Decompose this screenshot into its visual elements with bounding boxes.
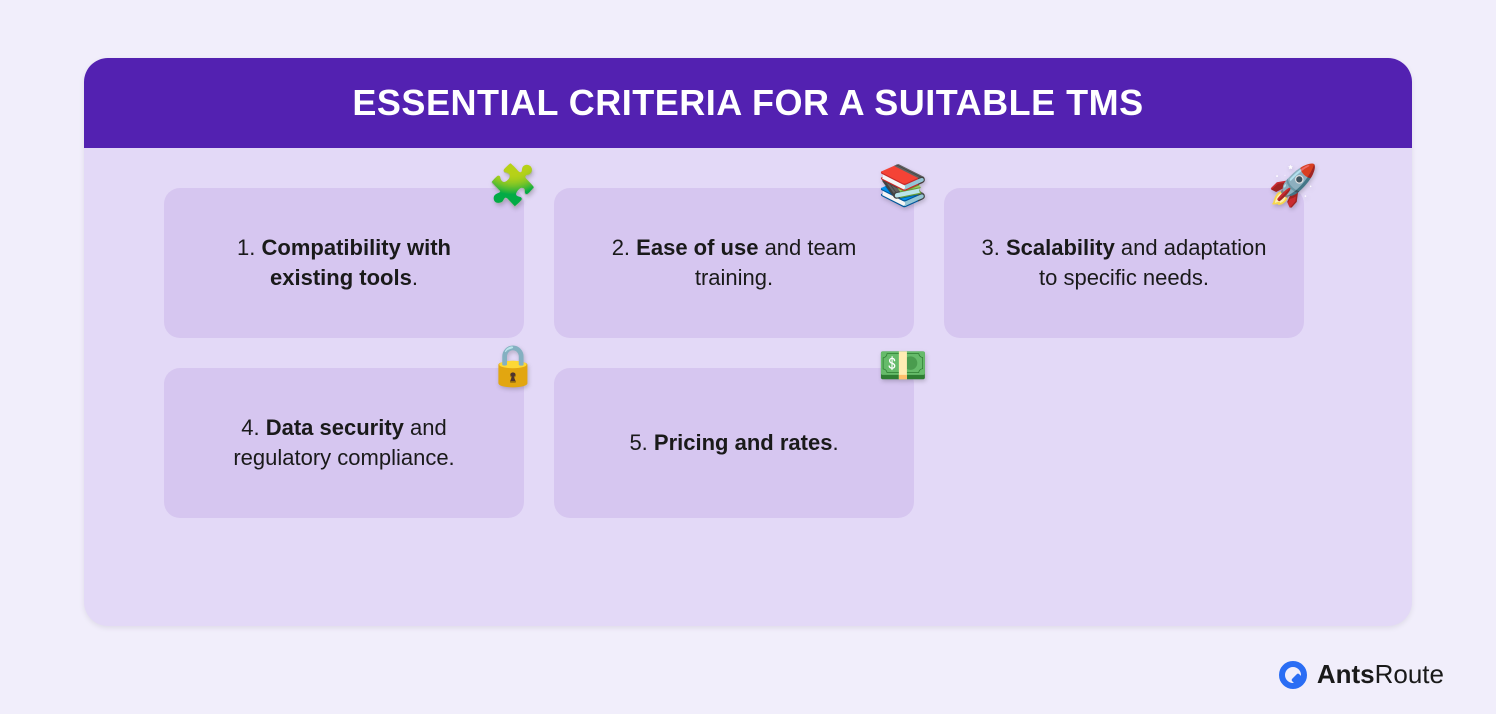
card-pricing: 💵 5. Pricing and rates.	[554, 368, 914, 518]
card-ease-of-use: 📚 2. Ease of use and team training.	[554, 188, 914, 338]
cards-container: 🧩 1. Compatibility with existing tools. …	[84, 148, 1412, 558]
antsroute-logo: AntsRoute	[1279, 659, 1444, 690]
card-compatibility: 🧩 1. Compatibility with existing tools.	[164, 188, 524, 338]
antsroute-logo-text: AntsRoute	[1317, 659, 1444, 690]
lock-icon: 🔒	[488, 346, 538, 386]
card-text: 2. Ease of use and team training.	[584, 233, 884, 292]
criteria-panel: ESSENTIAL CRITERIA FOR A SUITABLE TMS 🧩 …	[84, 58, 1412, 626]
card-data-security: 🔒 4. Data security and regulatory compli…	[164, 368, 524, 518]
panel-title: ESSENTIAL CRITERIA FOR A SUITABLE TMS	[84, 58, 1412, 148]
card-scalability: 🚀 3. Scalability and adaptation to speci…	[944, 188, 1304, 338]
rocket-icon: 🚀	[1268, 166, 1318, 206]
card-text: 3. Scalability and adaptation to specifi…	[974, 233, 1274, 292]
panel-body: 🧩 1. Compatibility with existing tools. …	[84, 148, 1412, 626]
card-text: 4. Data security and regulatory complian…	[194, 413, 494, 472]
antsroute-logo-mark-icon	[1279, 661, 1307, 689]
puzzle-piece-icon: 🧩	[488, 166, 538, 206]
page-background: ESSENTIAL CRITERIA FOR A SUITABLE TMS 🧩 …	[0, 0, 1496, 714]
books-icon: 📚	[878, 166, 928, 206]
card-text: 5. Pricing and rates.	[629, 428, 838, 458]
money-icon: 💵	[878, 346, 928, 386]
card-text: 1. Compatibility with existing tools.	[194, 233, 494, 292]
